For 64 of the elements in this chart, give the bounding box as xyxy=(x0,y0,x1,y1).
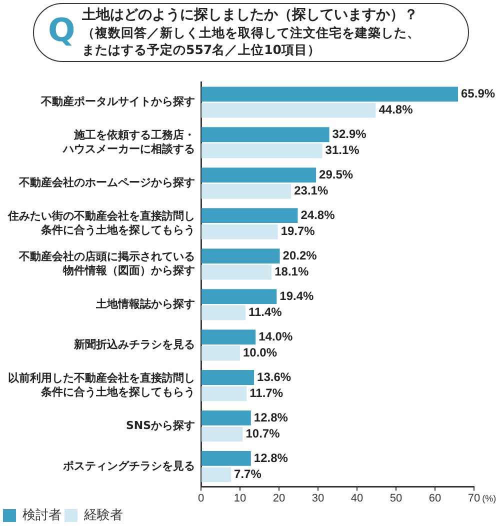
bar xyxy=(202,102,376,118)
y-tick-label: ポスティングチラシを見る xyxy=(62,459,195,472)
y-tick-label: 不動産ポータルサイトから探す xyxy=(40,95,195,108)
text: Q xyxy=(48,11,76,49)
data-label: 13.6% xyxy=(257,370,292,384)
bar xyxy=(202,248,280,264)
bar xyxy=(202,451,251,466)
y-tick-label: 不動産会社の店頭に掲示されている物件情報（図面）から探す xyxy=(18,250,195,278)
data-label: 18.1% xyxy=(274,264,309,279)
y-tick-label: 以前利用した不動産会社を直接訪問し条件に合う土地を探してもらう xyxy=(8,371,195,399)
data-label: 65.9% xyxy=(461,86,496,100)
chart-subtitle: （複数回答／新しく土地を取得して注文住宅を建築した、またはする予定の557名／上位10項目） xyxy=(82,24,420,58)
bar xyxy=(202,410,251,426)
data-label: 23.1% xyxy=(294,184,328,198)
chart-title: 土地はどのように探しましたか（探していますか）？ xyxy=(82,6,418,24)
bar xyxy=(202,127,330,142)
bar xyxy=(202,184,292,199)
data-label: 7.7% xyxy=(234,466,262,481)
data-label: 44.8% xyxy=(378,102,414,117)
bar xyxy=(202,370,254,385)
data-label: 19.4% xyxy=(280,288,314,303)
legend-label: 経験者 xyxy=(83,508,123,523)
data-label: 10.7% xyxy=(246,426,280,440)
y-tick-label: 住みたい街の不動産会社を直接訪問し条件に合う土地を探してもらう xyxy=(7,209,195,237)
y-tick-label: SNSから探す xyxy=(126,418,195,432)
data-label: 19.7% xyxy=(280,224,316,238)
data-label: 32.9% xyxy=(332,126,367,141)
bar xyxy=(202,305,246,320)
bar xyxy=(202,289,277,304)
x-tick-label: 60 xyxy=(428,492,442,504)
x-tick-label: 40 xyxy=(350,492,364,504)
x-tick-label: 10 xyxy=(234,492,246,504)
data-label: 12.8% xyxy=(254,410,288,424)
data-label: 20.2% xyxy=(282,248,318,262)
data-label: 31.1% xyxy=(325,143,360,158)
data-label: 14.0% xyxy=(258,329,293,344)
x-tick-label: 30 xyxy=(312,492,324,504)
y-tick-label: 不動産会社のホームページから探す xyxy=(18,176,195,190)
data-label: 12.8% xyxy=(254,450,288,465)
data-label: 11.4% xyxy=(248,305,282,320)
legend-label: 検討者 xyxy=(22,508,62,523)
bar xyxy=(202,143,322,158)
x-tick-label: 20 xyxy=(272,492,286,504)
bar xyxy=(202,330,256,344)
y-tick-label: 施工を依頼する工務店・ハウスメーカーに相談する xyxy=(62,128,195,156)
data-label: 10.0% xyxy=(243,346,278,360)
bar xyxy=(202,426,243,442)
bar xyxy=(202,86,458,102)
bar xyxy=(202,386,247,402)
bar xyxy=(202,346,240,361)
data-label: 24.8% xyxy=(300,208,336,222)
bar xyxy=(202,224,278,240)
bar xyxy=(202,168,316,183)
bar xyxy=(202,264,272,280)
y-tick-label: 土地情報誌から探す xyxy=(95,298,195,310)
x-axis-title: (%) xyxy=(482,493,496,504)
data-label: 29.5% xyxy=(319,167,354,182)
y-tick-label: 新聞折込みチラシを見る xyxy=(73,338,195,351)
bar xyxy=(202,208,298,224)
x-tick-label: 0 xyxy=(198,492,204,504)
x-tick-label: 50 xyxy=(390,492,402,504)
x-tick-label: 70 xyxy=(468,492,480,504)
data-label: 11.7% xyxy=(250,386,284,400)
bar xyxy=(202,467,232,482)
